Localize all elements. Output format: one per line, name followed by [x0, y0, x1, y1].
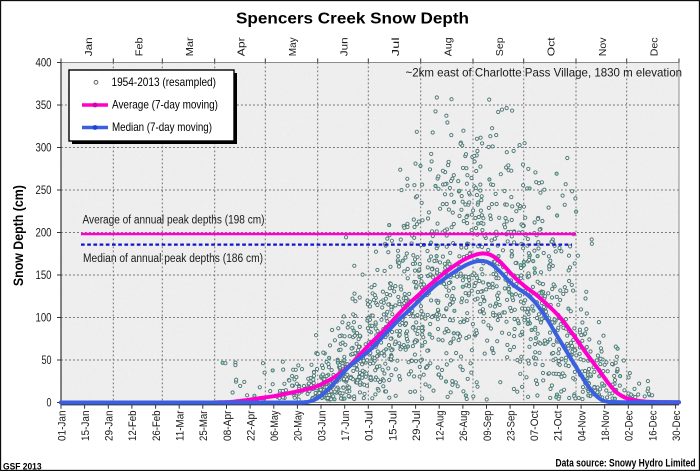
- svg-text:03-Jun: 03-Jun: [316, 411, 328, 442]
- svg-text:30-Dec: 30-Dec: [671, 410, 683, 441]
- svg-text:May: May: [287, 37, 299, 57]
- svg-text:12-Feb: 12-Feb: [127, 411, 139, 442]
- svg-text:01-Jul: 01-Jul: [364, 411, 376, 442]
- svg-text:26-Feb: 26-Feb: [151, 411, 163, 442]
- svg-text:Data source: Snowy Hydro Limit: Data source: Snowy Hydro Limited: [556, 457, 696, 469]
- svg-text:Average (7-day moving): Average (7-day moving): [112, 98, 218, 112]
- svg-text:Jan: Jan: [83, 37, 95, 56]
- svg-text:26-Aug: 26-Aug: [458, 411, 470, 442]
- svg-text:0: 0: [47, 397, 52, 410]
- svg-text:Dec: Dec: [649, 37, 661, 56]
- svg-text:300: 300: [36, 142, 52, 155]
- svg-text:29-Jul: 29-Jul: [411, 411, 423, 442]
- svg-text:07-Oct: 07-Oct: [529, 411, 541, 442]
- svg-text:20-May: 20-May: [293, 410, 305, 441]
- svg-text:350: 350: [36, 99, 52, 112]
- svg-text:09-Sep: 09-Sep: [482, 411, 494, 442]
- svg-text:1954-2013 (resampled): 1954-2013 (resampled): [112, 75, 217, 89]
- svg-text:250: 250: [36, 184, 52, 197]
- svg-text:Average of annual peak depths: Average of annual peak depths (198 cm): [83, 214, 265, 226]
- svg-text:Apr: Apr: [236, 37, 248, 56]
- svg-text:Jul: Jul: [390, 37, 402, 56]
- svg-text:Nov: Nov: [597, 37, 609, 57]
- svg-text:200: 200: [36, 227, 52, 240]
- svg-text:400: 400: [36, 57, 52, 70]
- svg-text:Mar: Mar: [184, 37, 196, 56]
- svg-text:02-Dec: 02-Dec: [624, 410, 636, 441]
- svg-text:100: 100: [36, 312, 52, 325]
- svg-text:25-Mar: 25-Mar: [198, 410, 210, 441]
- svg-text:GSF 2013: GSF 2013: [3, 462, 42, 471]
- svg-text:Feb: Feb: [134, 37, 146, 56]
- svg-text:Snow Depth (cm): Snow Depth (cm): [10, 185, 26, 286]
- svg-text:Jun: Jun: [339, 37, 351, 56]
- svg-text:18-Nov: 18-Nov: [600, 410, 612, 441]
- svg-text:Oct: Oct: [546, 37, 558, 56]
- svg-text:16-Dec: 16-Dec: [647, 410, 659, 441]
- svg-text:15-Jan: 15-Jan: [80, 411, 92, 442]
- svg-text:17-Jun: 17-Jun: [340, 411, 352, 442]
- svg-text:11-Mar: 11-Mar: [175, 410, 187, 441]
- svg-text:Median of annual peak depths (: Median of annual peak depths (186 cm): [83, 253, 263, 265]
- svg-text:150: 150: [36, 269, 52, 282]
- svg-text:~2km east of Charlotte Pass Vi: ~2km east of Charlotte Pass Village, 183…: [406, 66, 683, 80]
- svg-text:04-Nov: 04-Nov: [576, 410, 588, 441]
- svg-text:01-Jan: 01-Jan: [56, 411, 68, 442]
- svg-text:23-Sep: 23-Sep: [505, 411, 517, 442]
- svg-text:Median (7-day moving): Median (7-day moving): [112, 120, 212, 134]
- svg-text:08-Apr: 08-Apr: [222, 410, 234, 441]
- svg-text:50: 50: [42, 354, 52, 367]
- svg-text:12-Aug: 12-Aug: [435, 411, 447, 442]
- svg-text:15-Jul: 15-Jul: [387, 411, 399, 442]
- svg-text:06-May: 06-May: [269, 410, 281, 441]
- svg-text:29-Jan: 29-Jan: [104, 411, 116, 442]
- svg-text:Sep: Sep: [494, 37, 506, 56]
- svg-text:Spencers Creek Snow Depth: Spencers Creek Snow Depth: [236, 11, 469, 28]
- svg-text:22-Apr: 22-Apr: [245, 410, 257, 441]
- svg-text:21-Oct: 21-Oct: [553, 411, 565, 442]
- svg-text:Aug: Aug: [443, 37, 455, 56]
